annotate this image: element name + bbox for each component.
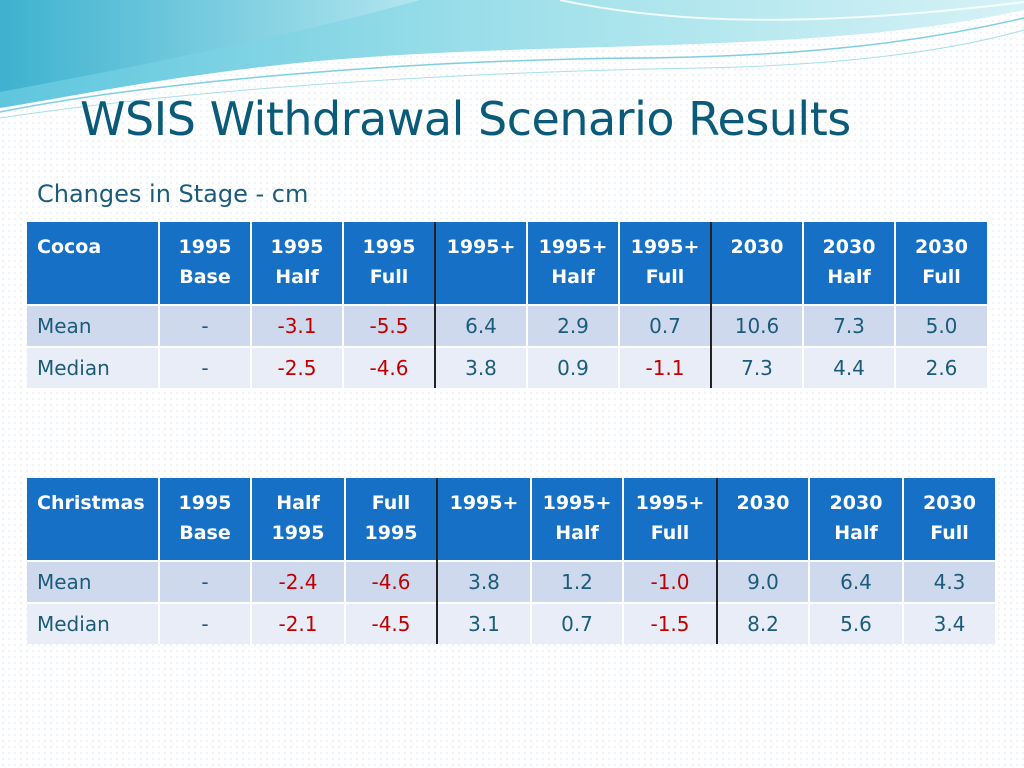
table-cell: 0.9 (527, 346, 620, 388)
table-cell: - (159, 560, 252, 603)
table-cell: 3.1 (437, 602, 532, 644)
slide-title: WSIS Withdrawal Scenario Results (80, 92, 851, 146)
table-cell: - (159, 602, 252, 644)
row-label: Mean (27, 304, 160, 347)
table-row: Median - -2.5 -4.6 3.8 0.9 -1.1 7.3 4.4 … (27, 346, 989, 388)
header-cell: 1995+ (435, 222, 528, 305)
table-cell: -2.4 (251, 560, 346, 603)
table-row: Mean - -2.4 -4.6 3.8 1.2 -1.0 9.0 6.4 4.… (27, 560, 997, 603)
header-cell: 1995+ Half (531, 478, 624, 561)
table-cell: -4.5 (345, 602, 438, 644)
table-cell: 1.2 (531, 560, 624, 603)
table-cell: -5.5 (343, 304, 436, 347)
table-header-row: Cocoa 1995 Base 1995 Half 1995 Full 1995+ 1… (27, 222, 989, 305)
header-wave-decoration (0, 0, 1024, 119)
table-cell: 9.0 (717, 560, 810, 603)
table-cell: 6.4 (809, 560, 904, 603)
header-cell: Full 1995 (345, 478, 438, 561)
table-cell: 2.9 (527, 304, 620, 347)
header-cell: 1995 Half (251, 222, 344, 305)
table-cell: 3.8 (435, 346, 528, 388)
header-cell: 2030 (717, 478, 810, 561)
row-label: Median (27, 602, 160, 644)
table-cell: 5.6 (809, 602, 904, 644)
christmas-results-table: Christmas 1995 Base Half 1995 Full 1995 199… (27, 478, 997, 644)
table-cell: -2.5 (251, 346, 344, 388)
header-cell: 2030 Full (895, 222, 989, 305)
header-cell: 1995+ (437, 478, 532, 561)
table-cell: 7.3 (711, 346, 804, 388)
table-cell: - (159, 304, 252, 347)
table-cell: 0.7 (531, 602, 624, 644)
table-cell: 4.4 (803, 346, 896, 388)
slide-subtitle: Changes in Stage - cm (37, 180, 309, 208)
cocoa-results-table: Cocoa 1995 Base 1995 Half 1995 Full 1995+ 1… (27, 222, 989, 388)
table-cell: 0.7 (619, 304, 712, 347)
table-header-row: Christmas 1995 Base Half 1995 Full 1995 199… (27, 478, 997, 561)
header-cell: Cocoa (27, 222, 160, 305)
header-cell: 1995 Base (159, 478, 252, 561)
table-row: Mean - -3.1 -5.5 6.4 2.9 0.7 10.6 7.3 5.… (27, 304, 989, 347)
table-cell: -4.6 (343, 346, 436, 388)
header-cell: Half 1995 (251, 478, 346, 561)
table-cell: -1.1 (619, 346, 712, 388)
header-cell: 1995 Base (159, 222, 252, 305)
table-cell: -1.5 (623, 602, 718, 644)
row-label: Mean (27, 560, 160, 603)
header-cell: 1995 Full (343, 222, 436, 305)
table-cell: 10.6 (711, 304, 804, 347)
table-cell: 4.3 (903, 560, 997, 603)
table-cell: 3.8 (437, 560, 532, 603)
header-cell: 2030 (711, 222, 804, 305)
table-row: Median - -2.1 -4.5 3.1 0.7 -1.5 8.2 5.6 … (27, 602, 997, 644)
table-cell: - (159, 346, 252, 388)
table-cell: 6.4 (435, 304, 528, 347)
header-cell: Christmas (27, 478, 160, 561)
row-label: Median (27, 346, 160, 388)
header-cell: 1995+ Full (623, 478, 718, 561)
header-cell: 2030 Full (903, 478, 997, 561)
table-cell: 7.3 (803, 304, 896, 347)
table-cell: 2.6 (895, 346, 989, 388)
table-cell: -1.0 (623, 560, 718, 603)
table-cell: -4.6 (345, 560, 438, 603)
table-cell: 5.0 (895, 304, 989, 347)
header-cell: 2030 Half (809, 478, 904, 561)
table-cell: 3.4 (903, 602, 997, 644)
header-cell: 2030 Half (803, 222, 896, 305)
table-cell: -2.1 (251, 602, 346, 644)
table-cell: -3.1 (251, 304, 344, 347)
header-cell: 1995+ Full (619, 222, 712, 305)
header-cell: 1995+ Half (527, 222, 620, 305)
table-cell: 8.2 (717, 602, 810, 644)
